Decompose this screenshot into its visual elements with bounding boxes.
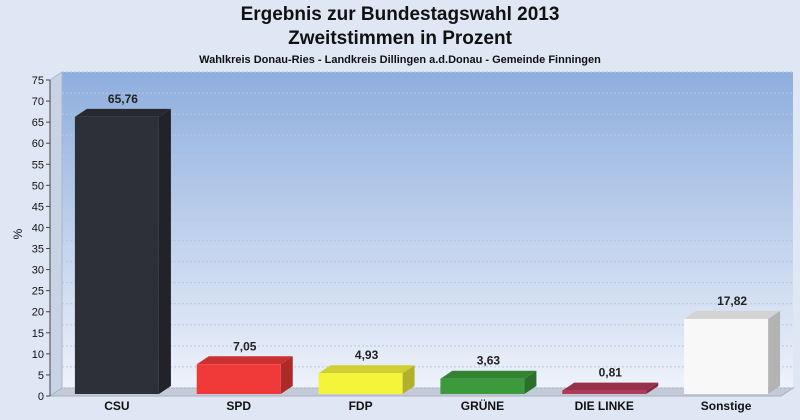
x-tick-label: SPD — [226, 399, 251, 413]
y-tick-label: 25 — [32, 286, 44, 298]
side-wall — [49, 71, 63, 397]
y-tick-label: 20 — [32, 307, 44, 319]
bar-top — [440, 370, 537, 379]
x-tick-label: CSU — [104, 399, 129, 413]
data-label: 65,76 — [108, 92, 138, 106]
data-label: 3,63 — [477, 354, 501, 368]
bar-gr-ne — [440, 370, 537, 394]
data-label: 4,93 — [355, 348, 379, 362]
y-tick-label: 10 — [32, 349, 44, 361]
bar-top — [318, 365, 415, 374]
x-tick-label: DIE LINKE — [575, 399, 634, 413]
data-label: 0,81 — [599, 366, 623, 380]
bar-front — [684, 318, 769, 394]
y-tick-label: 35 — [32, 244, 44, 256]
bar-top — [684, 310, 781, 319]
plot-area — [62, 72, 793, 388]
bar-side — [280, 356, 293, 394]
y-tick-label: 45 — [32, 201, 44, 213]
x-tick-label: GRÜNE — [461, 398, 504, 413]
bar-front — [562, 390, 647, 394]
bar-side — [524, 370, 537, 394]
chart-title: Ergebnis zur Bundestagswahl 2013 — [240, 4, 560, 25]
y-tick-label: 50 — [32, 180, 44, 192]
bar-top — [196, 356, 293, 365]
bar-die-linke — [562, 382, 659, 394]
y-tick-label: 0 — [38, 391, 44, 403]
y-tick-label: 55 — [32, 159, 44, 171]
chart-subtitle: Wahlkreis Donau-Ries - Landkreis Dilling… — [199, 54, 601, 66]
bar-csu — [74, 108, 171, 394]
bar-front — [318, 373, 403, 394]
bar-side — [158, 108, 171, 394]
bar-front — [196, 364, 281, 394]
y-tick-label: 30 — [32, 265, 44, 277]
y-tick-label: 15 — [32, 328, 44, 340]
bar-top — [562, 382, 659, 391]
y-tick-label: 65 — [32, 117, 44, 129]
bar-side — [646, 382, 659, 394]
data-label: 17,82 — [717, 294, 747, 308]
x-tick-label: FDP — [349, 399, 373, 413]
bar-spd — [196, 356, 293, 394]
y-tick-label: 60 — [32, 138, 44, 150]
y-tick-label: 70 — [32, 96, 44, 108]
y-tick-label: 40 — [32, 222, 44, 234]
bar-side — [402, 365, 415, 394]
bar-sonstige — [684, 310, 781, 394]
bar-fdp — [318, 365, 415, 394]
bar-top — [74, 108, 171, 117]
bar-front — [440, 378, 525, 394]
chart-title-2: Zweitstimmen in Prozent — [288, 28, 512, 49]
bar-front — [74, 116, 159, 394]
y-axis-label: % — [11, 228, 25, 239]
y-tick-label: 5 — [38, 370, 44, 382]
y-tick-label: 75 — [32, 75, 44, 87]
data-label: 7,05 — [233, 339, 257, 353]
x-tick-label: Sonstige — [701, 399, 752, 413]
bar-side — [768, 310, 781, 394]
